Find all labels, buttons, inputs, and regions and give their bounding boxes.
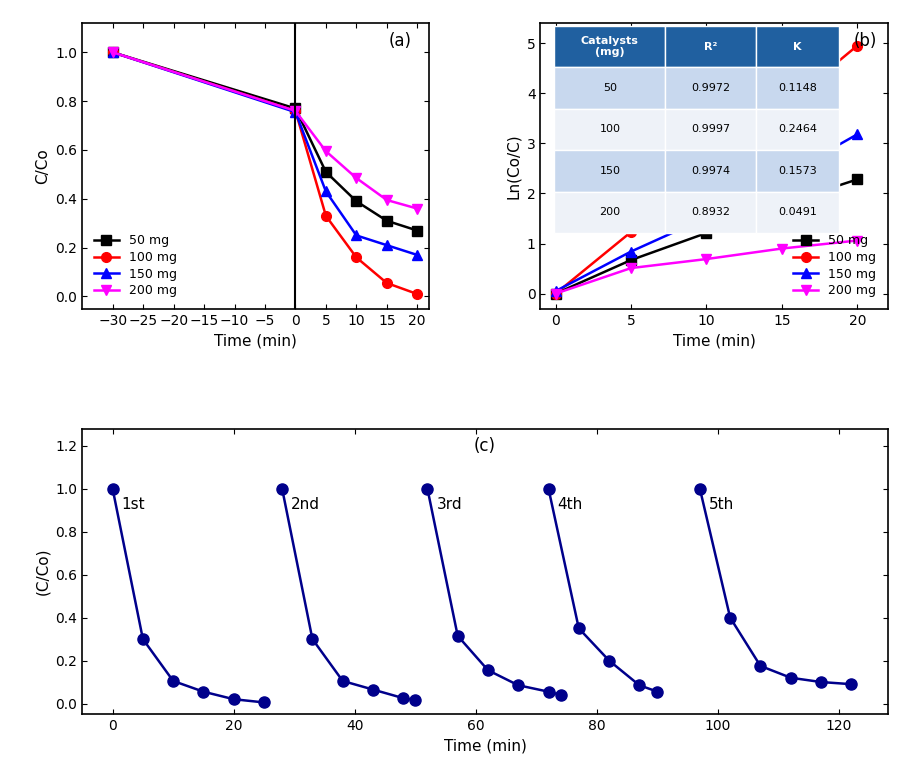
X-axis label: Time (min): Time (min)	[214, 333, 297, 348]
200 mg	[550, 289, 561, 298]
100 mg	[290, 106, 301, 115]
150 mg	[777, 172, 788, 181]
50 mg	[320, 167, 331, 177]
200 mg	[382, 195, 393, 204]
100 mg	[550, 289, 561, 298]
Text: 100: 100	[599, 124, 620, 134]
Legend: 50 mg, 100 mg, 150 mg, 200 mg: 50 mg, 100 mg, 150 mg, 200 mg	[89, 229, 181, 303]
Y-axis label: Ln(Co/C): Ln(Co/C)	[506, 133, 522, 199]
Legend: 50 mg, 100 mg, 150 mg, 200 mg: 50 mg, 100 mg, 150 mg, 200 mg	[789, 229, 881, 303]
Text: 5th: 5th	[709, 498, 734, 512]
100 mg	[701, 164, 712, 173]
Text: 4th: 4th	[557, 498, 583, 512]
Text: (a): (a)	[389, 31, 412, 50]
Bar	[665, 26, 756, 68]
Text: 150: 150	[599, 166, 620, 176]
100 mg	[777, 104, 788, 113]
200 mg	[777, 244, 788, 253]
Text: 0.0491: 0.0491	[778, 207, 817, 217]
200 mg	[701, 254, 712, 263]
Text: K: K	[793, 41, 802, 51]
Line: 150 mg: 150 mg	[551, 130, 862, 296]
Text: R²: R²	[704, 41, 717, 51]
150 mg	[626, 247, 637, 257]
Text: 50: 50	[603, 83, 617, 93]
200 mg	[107, 48, 118, 57]
Y-axis label: (C/Co): (C/Co)	[35, 548, 50, 595]
100 mg	[107, 48, 118, 57]
200 mg	[412, 204, 423, 214]
150 mg	[852, 130, 863, 139]
Text: 200: 200	[599, 207, 620, 217]
150 mg	[320, 187, 331, 196]
Text: 0.9997: 0.9997	[691, 124, 730, 134]
Bar	[554, 26, 665, 68]
Bar	[554, 68, 665, 109]
50 mg	[290, 104, 301, 113]
50 mg	[701, 228, 712, 237]
100 mg	[382, 279, 393, 288]
50 mg	[550, 289, 561, 298]
150 mg	[290, 108, 301, 117]
Text: (c): (c)	[474, 437, 496, 455]
50 mg	[412, 226, 423, 235]
Bar	[756, 26, 839, 68]
100 mg	[626, 227, 637, 237]
50 mg	[626, 256, 637, 265]
Bar	[665, 191, 756, 233]
Text: 0.9972: 0.9972	[691, 83, 730, 93]
Text: 0.8932: 0.8932	[691, 207, 730, 217]
Line: 100 mg: 100 mg	[108, 48, 422, 299]
Bar	[665, 68, 756, 109]
Text: 1st: 1st	[122, 498, 145, 512]
100 mg	[412, 290, 423, 299]
200 mg	[350, 174, 361, 183]
50 mg	[852, 175, 863, 184]
Bar	[756, 109, 839, 150]
Text: Catalysts
(mg): Catalysts (mg)	[581, 36, 639, 58]
X-axis label: Time (min): Time (min)	[673, 333, 756, 348]
100 mg	[852, 41, 863, 50]
Bar	[554, 191, 665, 233]
Text: 0.2464: 0.2464	[778, 124, 817, 134]
150 mg	[412, 250, 423, 260]
X-axis label: Time (min): Time (min)	[444, 739, 526, 753]
50 mg	[777, 200, 788, 209]
Bar	[554, 109, 665, 150]
Y-axis label: C/Co: C/Co	[35, 148, 50, 184]
Text: (b): (b)	[854, 31, 877, 50]
Bar	[756, 191, 839, 233]
200 mg	[290, 106, 301, 115]
Bar	[665, 150, 756, 191]
150 mg	[107, 48, 118, 57]
Line: 200 mg: 200 mg	[551, 236, 862, 299]
50 mg	[350, 197, 361, 206]
150 mg	[350, 231, 361, 240]
Line: 50 mg: 50 mg	[551, 174, 862, 299]
100 mg	[350, 253, 361, 262]
50 mg	[107, 48, 118, 57]
200 mg	[626, 263, 637, 273]
Bar	[665, 109, 756, 150]
150 mg	[382, 240, 393, 250]
Line: 200 mg: 200 mg	[108, 48, 422, 214]
200 mg	[852, 236, 863, 245]
Line: 150 mg: 150 mg	[108, 48, 422, 260]
Line: 50 mg: 50 mg	[108, 48, 422, 236]
50 mg	[382, 216, 393, 225]
Bar	[756, 68, 839, 109]
Bar	[756, 150, 839, 191]
150 mg	[550, 286, 561, 296]
150 mg	[701, 213, 712, 222]
Line: 100 mg: 100 mg	[551, 41, 862, 299]
Text: 0.1573: 0.1573	[778, 166, 817, 176]
Text: 2nd: 2nd	[291, 498, 320, 512]
100 mg	[320, 211, 331, 220]
Text: 3rd: 3rd	[436, 498, 462, 512]
Text: 0.9974: 0.9974	[691, 166, 730, 176]
Text: 0.1148: 0.1148	[778, 83, 817, 93]
200 mg	[320, 147, 331, 156]
Bar	[554, 150, 665, 191]
